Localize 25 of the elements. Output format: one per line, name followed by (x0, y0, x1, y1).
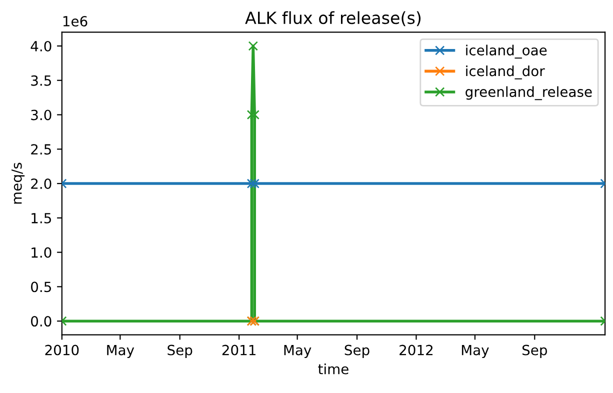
y-tick-label: 3.0 (31, 110, 52, 120)
legend-label: iceland_oae (466, 44, 547, 59)
x-tick-label: Sep (344, 344, 370, 358)
x-tick-label: 2012 (400, 344, 433, 356)
y-tick-label: 0.0 (31, 316, 52, 327)
y-tick-label: 2.5 (31, 144, 51, 155)
x-tick-label: 2011 (222, 344, 256, 356)
y-tick-label: 4.0 (30, 40, 52, 52)
y-tick-label: 3.5 (31, 75, 51, 86)
x-axis-title: time (318, 364, 348, 374)
x-tick-label: May (107, 344, 134, 358)
x-tick-label: 2010 (45, 344, 79, 356)
chart-title: ALK flux of release(s) (245, 11, 421, 26)
x-tick-label: Sep (522, 344, 547, 358)
x-tick-label: May (284, 344, 312, 358)
x-tick-label: May (462, 344, 489, 358)
y-axis-title: meq/s (12, 162, 25, 204)
legend-label: iceland_dor (466, 66, 545, 80)
y-tick-label: 1.5 (32, 213, 51, 224)
x-tick-label: Sep (168, 344, 192, 358)
y-tick-label: 2.0 (31, 178, 52, 190)
y-tick-label: 0.5 (31, 282, 51, 292)
text: 1e6 (63, 16, 88, 27)
legend-label: greenland_release (466, 86, 592, 100)
y-tick-label: 1.0 (32, 247, 52, 258)
